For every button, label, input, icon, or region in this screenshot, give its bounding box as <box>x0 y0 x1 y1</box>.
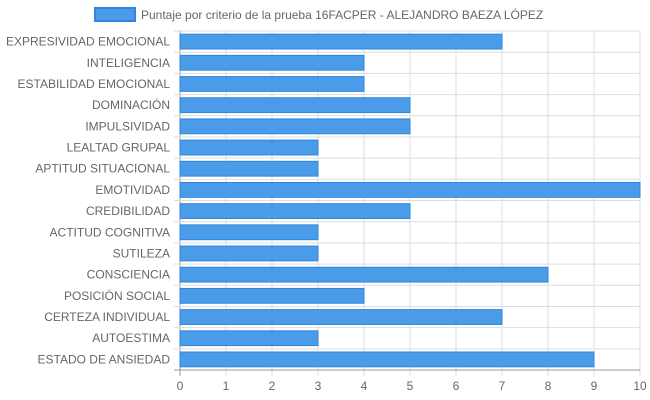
bar[interactable] <box>179 330 319 347</box>
bar[interactable] <box>179 139 319 156</box>
category-label: ACTITUD COGNITIVA <box>50 225 170 239</box>
x-tick-label: 8 <box>545 379 552 393</box>
category-label: CERTEZA INDIVIDUAL <box>44 310 170 324</box>
bar[interactable] <box>179 33 503 50</box>
category-label: EMOTIVIDAD <box>95 183 170 197</box>
bar[interactable] <box>179 54 365 71</box>
x-tick-label: 10 <box>633 379 647 393</box>
category-label: LEALTAD GRUPAL <box>67 141 171 155</box>
category-label: CREDIBILIDAD <box>86 204 170 218</box>
x-tick-label: 5 <box>407 379 414 393</box>
bar[interactable] <box>179 97 411 114</box>
bar[interactable] <box>179 224 319 241</box>
bar[interactable] <box>179 351 595 368</box>
bar[interactable] <box>179 118 411 135</box>
x-tick-label: 7 <box>499 379 506 393</box>
category-label: AUTOESTIMA <box>92 331 170 345</box>
x-tick-label: 3 <box>315 379 322 393</box>
x-tick-label: 2 <box>269 379 276 393</box>
bar[interactable] <box>179 203 411 220</box>
x-axis-tick-labels: 0 1 2 3 4 5 6 7 8 9 10 <box>177 379 647 393</box>
category-label: SUTILEZA <box>113 246 170 260</box>
category-label: INTELIGENCIA <box>87 56 170 70</box>
category-label: CONSCIENCIA <box>87 268 170 282</box>
legend-swatch <box>94 7 136 22</box>
legend[interactable]: Puntaje por criterio de la prueba 16FACP… <box>94 7 543 22</box>
category-label: DOMINACIÓN <box>92 97 170 112</box>
x-tick-label: 4 <box>361 379 368 393</box>
bar[interactable] <box>179 266 549 283</box>
grid-lines <box>174 30 641 376</box>
bar[interactable] <box>179 287 365 304</box>
bar[interactable] <box>179 245 319 262</box>
category-label: ESTADO DE ANSIEDAD <box>38 352 171 366</box>
legend-label: Puntaje por criterio de la prueba 16FACP… <box>141 7 543 22</box>
x-tick-label: 9 <box>591 379 598 393</box>
bars <box>179 33 641 368</box>
x-tick-label: 1 <box>223 379 230 393</box>
category-label: POSICIÓN SOCIAL <box>64 288 170 303</box>
x-tick-label: 6 <box>453 379 460 393</box>
category-label: APTITUD SITUACIONAL <box>35 162 170 176</box>
bar[interactable] <box>179 309 503 325</box>
x-tick-label: 0 <box>177 379 184 393</box>
bar[interactable] <box>179 160 319 177</box>
bar[interactable] <box>179 181 641 198</box>
bar[interactable] <box>179 76 365 92</box>
category-label: EXPRESIVIDAD EMOCIONAL <box>6 35 170 49</box>
category-label: IMPULSIVIDAD <box>85 119 170 133</box>
category-label: ESTABILIDAD EMOCIONAL <box>18 77 171 91</box>
category-labels: EXPRESIVIDAD EMOCIONAL INTELIGENCIA ESTABI… <box>6 35 170 367</box>
